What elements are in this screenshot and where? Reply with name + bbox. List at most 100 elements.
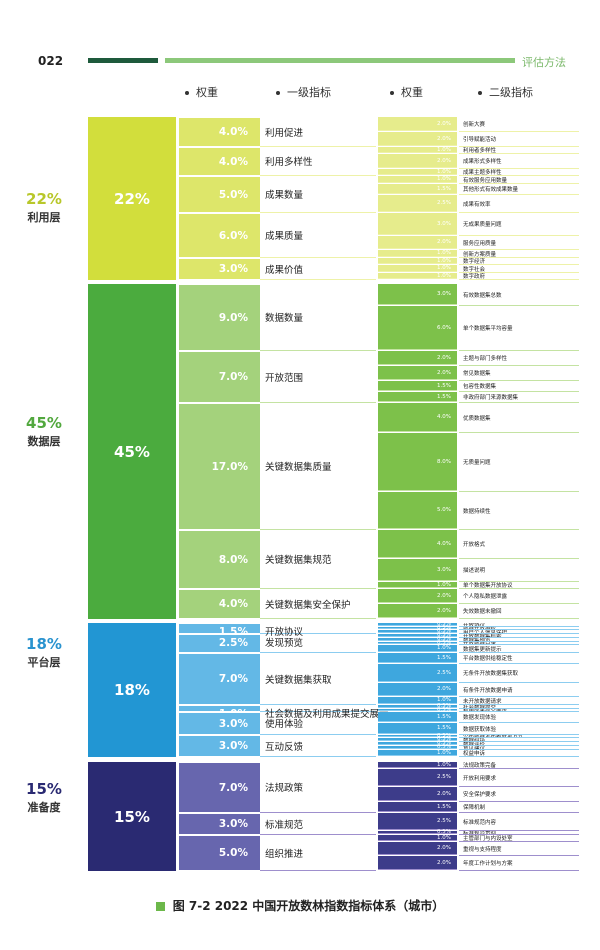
level2-name: 引导赋能活动 (459, 132, 579, 147)
level2-weight: 1.0% (378, 582, 457, 588)
layer-percentage: 15% (26, 780, 62, 798)
level2-weight: 1.5% (378, 653, 457, 663)
level2-name: 数字社会 (459, 265, 579, 273)
header-rule-dark (88, 58, 158, 63)
level2-weight: 3.0% (378, 213, 457, 235)
level1-name: 成果质量 (260, 213, 376, 258)
level2-weight: 1.0% (378, 147, 457, 153)
level1-name: 成果价值 (260, 258, 376, 280)
level2-weight: 1.0% (378, 273, 457, 279)
level1-name: 互动反馈 (260, 735, 376, 757)
level2-name: 无成果质量问题 (459, 213, 579, 236)
layer-name: 数据层 (27, 435, 61, 448)
level2-weight: 2.0% (378, 154, 457, 168)
level2-name: 利用者多样性 (459, 147, 579, 154)
level2-name: 安全保护要求 (459, 787, 579, 802)
level2-name: 优质数据集 (459, 403, 579, 433)
level1-name: 关键数据集获取 (260, 653, 376, 705)
layer-name: 利用层 (27, 211, 61, 224)
level1-weight: 6.0% (179, 214, 260, 257)
level2-weight: 0.5% (378, 625, 457, 631)
level2-weight: 2.0% (378, 366, 457, 380)
level1-name: 社会数据及利用成果提交展示 (260, 705, 389, 720)
level1-weight: 1.5% (179, 624, 260, 638)
level2-weight: 2.0% (378, 117, 457, 131)
layer-block: 45% (88, 284, 176, 619)
level2-name: 数据开放授权 (459, 627, 579, 630)
level2-name: 平台数据供给稳定性 (459, 653, 579, 664)
level2-weight: 2.0% (378, 842, 457, 855)
level2-name: 开放利用要求 (459, 769, 579, 787)
level2-weight: 0.5% (378, 733, 457, 739)
layer-percentage: 22% (26, 190, 62, 208)
level2-weight: 3.0% (378, 284, 457, 305)
layer-block: 18% (88, 623, 176, 757)
level2-name: 描述说明 (459, 559, 579, 582)
level2-name: 成果有效率 (459, 195, 579, 213)
level2-name: 数据获取体验 (459, 723, 579, 735)
level1-weight: 9.0% (179, 285, 260, 350)
level2-weight: 1.0% (378, 697, 457, 704)
level2-name: 数字经济 (459, 258, 579, 265)
layer-name: 平台层 (27, 656, 61, 669)
level2-weight: 2.0% (378, 683, 457, 696)
level2-weight: 1.0% (378, 250, 457, 257)
level1-name: 开放范围 (260, 351, 376, 403)
level2-weight: 1.5% (378, 712, 457, 722)
column-header-level2: 二级指标 (478, 84, 533, 100)
level2-name: 权益申诉 (459, 750, 579, 757)
page-number: 022 (38, 54, 64, 68)
section-title: 评估方法 (522, 56, 566, 69)
level1-name: 发现预览 (260, 634, 376, 653)
level2-name: 无质量问题 (459, 433, 579, 492)
level2-name: 主管部门与内设处室 (459, 835, 579, 842)
layer-label: 15% 准备度 (6, 780, 82, 815)
column-header-weight1: 权重 (185, 84, 218, 100)
level2-name: 无条件开放数据集获取 (459, 664, 579, 683)
level1-name: 数据数量 (260, 284, 376, 351)
level2-weight: 1.0% (378, 645, 457, 652)
level2-weight: 0.5% (378, 740, 457, 746)
level1-weight: 4.0% (179, 590, 260, 618)
level2-weight: 1.0% (378, 169, 457, 175)
level2-name: 开放协议 (459, 623, 579, 627)
level2-name: 公布数据发布者联系方式 (459, 735, 579, 738)
level1-name: 关键数据集安全保护 (260, 589, 376, 619)
level2-weight: 0.5% (378, 636, 457, 642)
level1-weight: 5.0% (179, 836, 260, 870)
level2-weight: 1.5% (378, 802, 457, 812)
level2-name: 保障机制 (459, 802, 579, 813)
level2-name: 创新方案质量 (459, 250, 579, 258)
level2-weight: 4.0% (378, 530, 457, 558)
level2-name: 服务应用质量 (459, 236, 579, 250)
level2-weight: 0.5% (378, 621, 457, 627)
level2-weight: 0.5% (378, 736, 457, 742)
level2-name: 用户个人信息保护 (459, 630, 579, 634)
level1-weight: 7.0% (179, 763, 260, 812)
level2-weight: 8.0% (378, 433, 457, 491)
level2-name: 主题与部门多样性 (459, 351, 579, 366)
level1-name: 利用促进 (260, 117, 376, 147)
level1-name: 利用多样性 (260, 147, 376, 176)
level2-name: 重视与支持程度 (459, 842, 579, 856)
level1-weight: 3.0% (179, 736, 260, 756)
level1-weight: 1.0% (179, 706, 260, 720)
level2-name: 个人隐私数据泄露 (459, 589, 579, 604)
level2-name: 数据发现体验 (459, 712, 579, 723)
level1-name: 成果数量 (260, 176, 376, 213)
level1-weight: 3.0% (179, 259, 260, 279)
level2-weight: 2.0% (378, 351, 457, 365)
column-header-level1: 一级指标 (276, 84, 331, 100)
level2-name: 有条件开放数据申请 (459, 683, 579, 697)
level2-weight: 2.0% (378, 856, 457, 870)
layer-name: 准备度 (27, 801, 61, 814)
level1-name: 法规政策 (260, 762, 376, 813)
level2-weight: 1.0% (378, 176, 457, 183)
level2-name: 单个数据集平均容量 (459, 306, 579, 351)
level2-weight: 1.0% (378, 835, 457, 841)
level2-name: 有效数据集总数 (459, 284, 579, 306)
layer-label: 18% 平台层 (6, 635, 82, 670)
level2-weight: 3.0% (378, 559, 457, 581)
level2-weight: 0.5% (378, 744, 457, 750)
level2-weight: 0.5% (378, 628, 457, 634)
